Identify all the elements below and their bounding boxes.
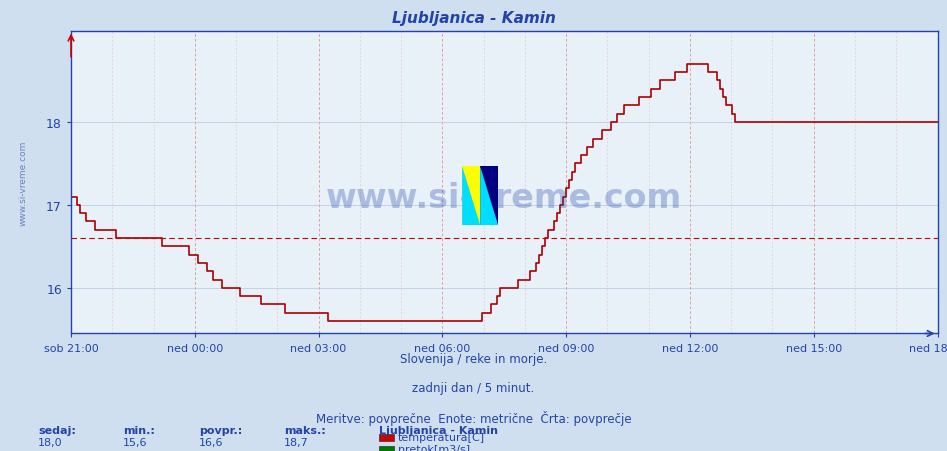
Text: zadnji dan / 5 minut.: zadnji dan / 5 minut. [412, 381, 535, 394]
Polygon shape [480, 167, 498, 226]
Text: pretok[m3/s]: pretok[m3/s] [398, 444, 470, 451]
Text: sedaj:: sedaj: [38, 425, 76, 435]
Text: min.:: min.: [123, 425, 155, 435]
Text: -nan: -nan [123, 449, 149, 451]
Text: 16,6: 16,6 [199, 437, 223, 447]
Text: -nan: -nan [284, 449, 310, 451]
Polygon shape [462, 167, 480, 226]
Text: Ljubljanica - Kamin: Ljubljanica - Kamin [379, 425, 498, 435]
Text: -nan: -nan [199, 449, 224, 451]
Text: -nan: -nan [38, 449, 63, 451]
Text: temperatura[C]: temperatura[C] [398, 433, 485, 442]
Polygon shape [462, 167, 480, 226]
Text: povpr.:: povpr.: [199, 425, 242, 435]
Text: www.si-vreme.com: www.si-vreme.com [19, 140, 27, 225]
Text: 18,0: 18,0 [38, 437, 63, 447]
Text: Slovenija / reke in morje.: Slovenija / reke in morje. [400, 352, 547, 365]
Text: www.si-vreme.com: www.si-vreme.com [326, 181, 683, 214]
Polygon shape [480, 167, 498, 226]
Text: 15,6: 15,6 [123, 437, 148, 447]
Text: Meritve: povprečne  Enote: metrične  Črta: povprečje: Meritve: povprečne Enote: metrične Črta:… [315, 410, 632, 425]
Text: maks.:: maks.: [284, 425, 326, 435]
Text: Ljubljanica - Kamin: Ljubljanica - Kamin [391, 11, 556, 26]
Text: 18,7: 18,7 [284, 437, 309, 447]
